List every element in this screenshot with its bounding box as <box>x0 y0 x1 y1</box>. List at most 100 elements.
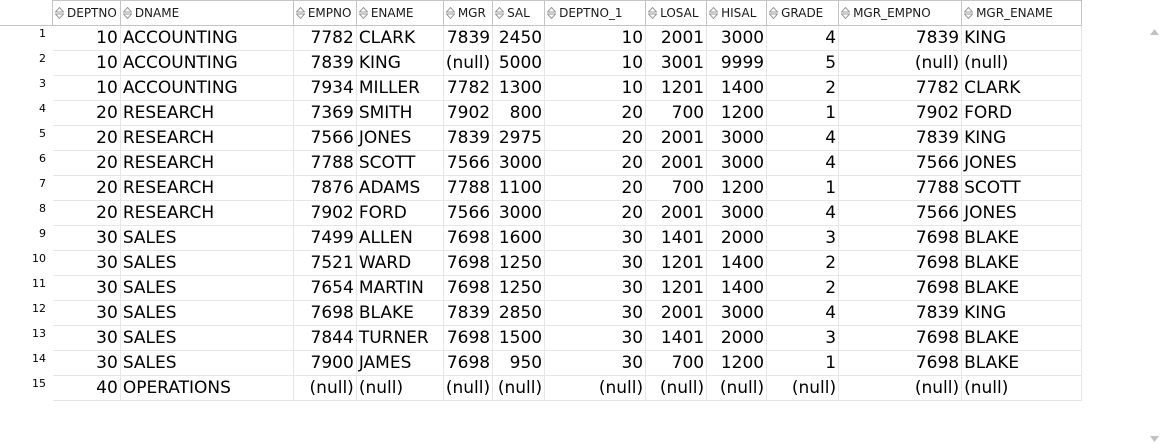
cell-dname[interactable]: RESEARCH <box>119 200 294 226</box>
cell-sal[interactable]: 5000 <box>492 50 546 76</box>
cell-grade[interactable]: 4 <box>766 200 840 226</box>
cell-empno[interactable]: (null) <box>292 375 357 401</box>
cell-empno[interactable]: 7902 <box>292 200 357 226</box>
cell-ename[interactable]: ALLEN <box>355 225 444 251</box>
cell-sal[interactable]: 1600 <box>492 225 546 251</box>
row-number[interactable]: 10 <box>0 250 53 276</box>
table-row[interactable]: 12 30 SALES 7698 BLAKE 7839 2850 30 2001 3000 4 783… <box>0 300 1088 326</box>
cell-empno[interactable]: 7369 <box>292 100 357 126</box>
table-row[interactable]: 3 10 ACCOUNTING 7934 MILLER 7782 1300 10 1201 140… <box>0 75 1088 101</box>
cell-hisal[interactable]: 3000 <box>706 300 768 326</box>
cell-losal[interactable]: 1401 <box>645 225 708 251</box>
cell-deptno-1[interactable]: 20 <box>544 150 647 176</box>
cell-ename[interactable]: FORD <box>355 200 444 226</box>
column-header-mgr[interactable]: MGR <box>442 0 494 26</box>
sort-arrows-icon[interactable] <box>295 7 305 19</box>
row-number[interactable]: 12 <box>0 300 53 326</box>
cell-sal[interactable]: 3000 <box>492 200 546 226</box>
cell-empno[interactable]: 7698 <box>292 300 357 326</box>
column-header-grade[interactable]: GRADE <box>766 0 840 26</box>
cell-mgr[interactable]: 7788 <box>442 175 494 201</box>
cell-empno[interactable]: 7839 <box>292 50 357 76</box>
column-header-mgr-empno[interactable]: MGR_EMPNO <box>838 0 963 26</box>
cell-losal[interactable]: 1201 <box>645 275 708 301</box>
cell-sal[interactable]: 1250 <box>492 275 546 301</box>
row-number[interactable]: 9 <box>0 225 53 251</box>
row-number[interactable]: 5 <box>0 125 53 151</box>
cell-losal[interactable]: 700 <box>645 100 708 126</box>
cell-hisal[interactable]: 1400 <box>706 250 768 276</box>
column-header-dname[interactable]: DNAME <box>119 0 294 26</box>
cell-deptno-1[interactable]: 20 <box>544 175 647 201</box>
cell-empno[interactable]: 7934 <box>292 75 357 101</box>
vertical-scrollbar[interactable] <box>1146 24 1163 444</box>
cell-grade[interactable]: 1 <box>766 100 840 126</box>
cell-grade[interactable]: 2 <box>766 275 840 301</box>
cell-mgr-empno[interactable]: 7839 <box>838 125 963 151</box>
cell-mgr[interactable]: 7698 <box>442 350 494 376</box>
cell-deptno[interactable]: 10 <box>52 25 121 51</box>
cell-losal[interactable]: 2001 <box>645 25 708 51</box>
cell-hisal[interactable]: 3000 <box>706 25 768 51</box>
cell-dname[interactable]: ACCOUNTING <box>119 75 294 101</box>
cell-mgr[interactable]: 7566 <box>442 200 494 226</box>
cell-mgr-empno[interactable]: 7698 <box>838 275 963 301</box>
cell-grade[interactable]: 5 <box>766 50 840 76</box>
cell-ename[interactable]: CLARK <box>355 25 444 51</box>
cell-mgr-empno[interactable]: 7698 <box>838 225 963 251</box>
cell-dname[interactable]: SALES <box>119 275 294 301</box>
cell-mgr[interactable]: 7698 <box>442 325 494 351</box>
cell-mgr-empno[interactable]: 7839 <box>838 25 963 51</box>
cell-deptno[interactable]: 10 <box>52 50 121 76</box>
cell-dname[interactable]: OPERATIONS <box>119 375 294 401</box>
cell-deptno-1[interactable]: 30 <box>544 225 647 251</box>
scroll-down-arrow-icon[interactable] <box>1150 436 1159 442</box>
cell-grade[interactable]: 4 <box>766 125 840 151</box>
table-row[interactable]: 2 10 ACCOUNTING 7839 KING (null) 5000 10 3001 999… <box>0 50 1088 76</box>
row-number[interactable]: 15 <box>0 375 53 401</box>
cell-hisal[interactable]: 1400 <box>706 275 768 301</box>
cell-deptno-1[interactable]: 30 <box>544 350 647 376</box>
column-header-sal[interactable]: SAL <box>492 0 546 26</box>
cell-ename[interactable]: MILLER <box>355 75 444 101</box>
row-number[interactable]: 2 <box>0 50 53 76</box>
cell-empno[interactable]: 7788 <box>292 150 357 176</box>
sort-arrows-icon[interactable] <box>122 7 132 19</box>
cell-sal[interactable]: 3000 <box>492 150 546 176</box>
cell-deptno[interactable]: 30 <box>52 225 121 251</box>
cell-deptno[interactable]: 20 <box>52 150 121 176</box>
row-number[interactable]: 6 <box>0 150 53 176</box>
sort-arrows-icon[interactable] <box>358 7 368 19</box>
cell-ename[interactable]: MARTIN <box>355 275 444 301</box>
cell-sal[interactable]: 1250 <box>492 250 546 276</box>
cell-deptno[interactable]: 30 <box>52 325 121 351</box>
cell-ename[interactable]: TURNER <box>355 325 444 351</box>
row-number[interactable]: 11 <box>0 275 53 301</box>
row-number[interactable]: 1 <box>0 25 53 51</box>
sort-arrows-icon[interactable] <box>841 7 851 19</box>
cell-empno[interactable]: 7521 <box>292 250 357 276</box>
sort-arrows-icon[interactable] <box>495 7 505 19</box>
table-row[interactable]: 7 20 RESEARCH 7876 ADAMS 7788 1100 20 700 1200 1 77… <box>0 175 1088 201</box>
cell-hisal[interactable]: 2000 <box>706 325 768 351</box>
cell-losal[interactable]: 2001 <box>645 300 708 326</box>
cell-deptno-1[interactable]: 30 <box>544 325 647 351</box>
table-row[interactable]: 9 30 SALES 7499 ALLEN 7698 1600 30 1401 2000 3 7698… <box>0 225 1088 251</box>
table-row[interactable]: 1 10 ACCOUNTING 7782 CLARK 7839 2450 10 2001 3000… <box>0 25 1088 51</box>
cell-ename[interactable]: SMITH <box>355 100 444 126</box>
cell-empno[interactable]: 7654 <box>292 275 357 301</box>
cell-grade[interactable]: 1 <box>766 350 840 376</box>
cell-mgr-empno[interactable]: 7902 <box>838 100 963 126</box>
cell-losal[interactable]: 1201 <box>645 250 708 276</box>
cell-deptno[interactable]: 30 <box>52 275 121 301</box>
cell-sal[interactable]: 2850 <box>492 300 546 326</box>
cell-mgr-ename[interactable]: BLAKE <box>961 250 1083 276</box>
cell-mgr-ename[interactable]: (null) <box>961 375 1083 401</box>
cell-ename[interactable]: (null) <box>355 375 444 401</box>
table-row[interactable]: 4 20 RESEARCH 7369 SMITH 7902 800 20 700 1200 1 790… <box>0 100 1088 126</box>
cell-deptno-1[interactable]: 10 <box>544 25 647 51</box>
table-row[interactable]: 5 20 RESEARCH 7566 JONES 7839 2975 20 2001 3000 4 7… <box>0 125 1088 151</box>
cell-ename[interactable]: SCOTT <box>355 150 444 176</box>
row-number[interactable]: 14 <box>0 350 53 376</box>
cell-hisal[interactable]: 3000 <box>706 150 768 176</box>
